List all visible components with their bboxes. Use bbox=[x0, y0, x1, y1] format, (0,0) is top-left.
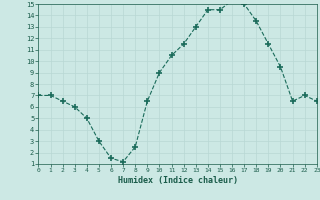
X-axis label: Humidex (Indice chaleur): Humidex (Indice chaleur) bbox=[118, 176, 238, 185]
